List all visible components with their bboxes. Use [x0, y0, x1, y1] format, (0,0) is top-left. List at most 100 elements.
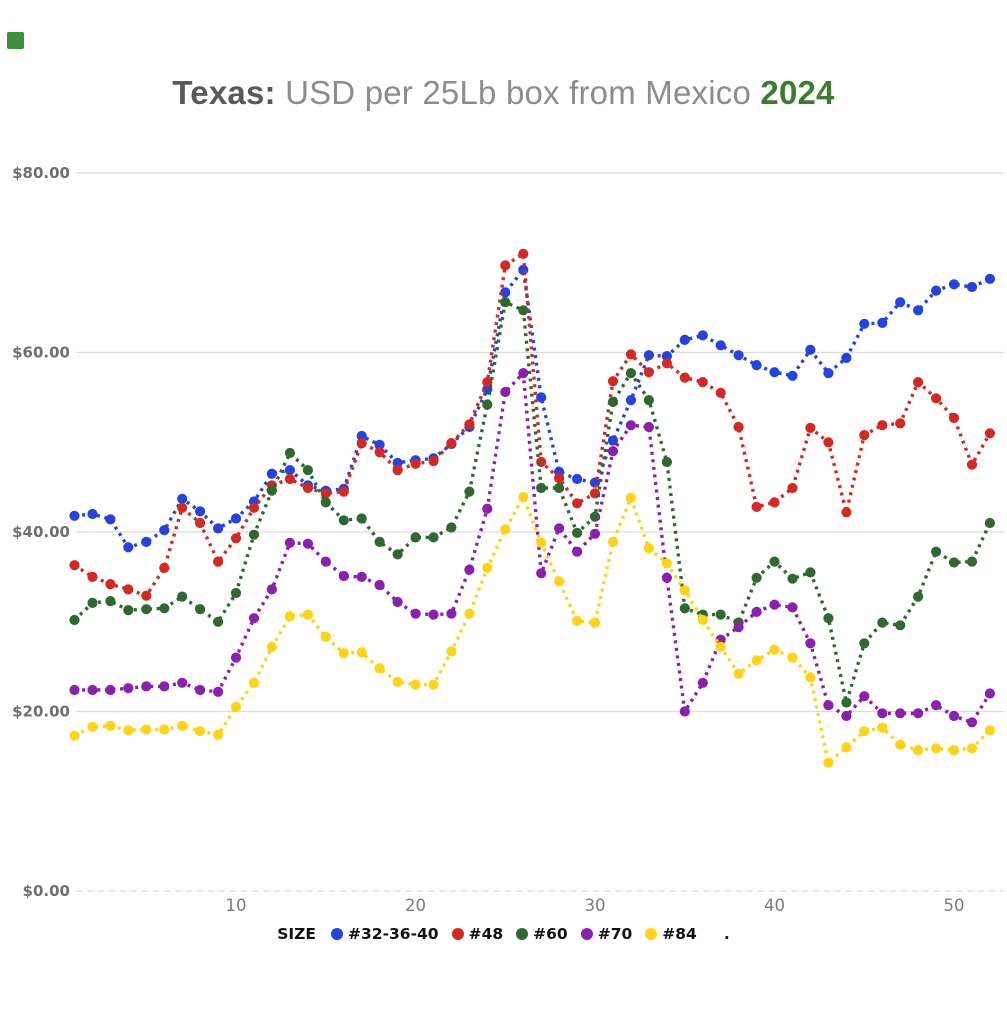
data-point: [625, 349, 637, 360]
data-point: [787, 573, 798, 584]
data-point: [518, 305, 529, 316]
data-point: [733, 421, 744, 433]
data-point: [697, 330, 708, 341]
data-point: [320, 631, 331, 643]
legend-item-#70: #70: [580, 925, 632, 943]
data-point: [679, 603, 690, 614]
data-point: [715, 340, 726, 351]
data-point: [913, 745, 924, 756]
data-point: [123, 605, 134, 616]
data-point: [769, 556, 780, 567]
data-point: [159, 681, 170, 692]
data-point: [464, 564, 475, 575]
legend-dot-icon: [451, 928, 464, 940]
data-point: [697, 677, 708, 688]
data-point: [751, 655, 762, 666]
data-point: [715, 634, 726, 645]
data-point: [266, 468, 277, 479]
data-point: [913, 377, 924, 388]
series-line-#70: [74, 369, 992, 725]
data-point: [984, 688, 996, 699]
data-point: [733, 668, 744, 679]
data-point: [679, 706, 690, 717]
data-point: [536, 568, 547, 579]
data-point: [697, 614, 708, 626]
data-point: [679, 372, 690, 383]
data-point: [230, 513, 242, 524]
data-point: [715, 387, 726, 398]
series-#70: [69, 368, 996, 728]
data-point: [482, 399, 493, 410]
data-point: [572, 498, 583, 509]
legend-trailing-dot: .: [723, 925, 730, 943]
series-#48: [69, 248, 996, 601]
data-point: [302, 465, 313, 476]
data-point: [841, 710, 852, 722]
data-point: [823, 437, 834, 448]
data-point: [625, 492, 637, 503]
data-point: [392, 596, 403, 608]
data-point: [679, 334, 690, 345]
data-point: [536, 537, 547, 548]
data-point: [464, 419, 475, 430]
x-tick-label: 50: [944, 896, 965, 915]
data-point: [177, 591, 188, 602]
y-tick-label: $0.00: [23, 882, 70, 900]
data-point: [841, 742, 852, 753]
data-point: [877, 317, 888, 328]
data-point: [338, 570, 349, 582]
series-#32-36-40: [69, 264, 996, 553]
legend-dot-icon: [580, 928, 593, 940]
corner-green-square: [7, 32, 24, 49]
data-point: [554, 523, 565, 534]
data-point: [554, 576, 565, 587]
data-point: [177, 677, 188, 688]
data-point: [482, 503, 493, 514]
data-point: [607, 435, 619, 446]
data-point: [805, 567, 816, 578]
data-point: [948, 279, 960, 290]
data-point: [392, 676, 403, 688]
data-point: [356, 430, 367, 442]
data-point: [87, 597, 98, 609]
title-prefix: Texas:: [172, 74, 276, 111]
data-point: [787, 482, 798, 494]
x-tick-label: 10: [226, 896, 247, 915]
data-point: [428, 532, 439, 543]
data-point: [302, 609, 313, 620]
data-point: [500, 297, 511, 308]
legend-dot-icon: [516, 928, 529, 940]
data-point: [213, 686, 224, 697]
data-point: [105, 720, 116, 732]
data-point: [895, 708, 906, 719]
data-point: [841, 352, 852, 363]
data-point: [661, 358, 673, 369]
data-point: [572, 527, 583, 539]
data-point: [266, 641, 277, 653]
data-point: [715, 609, 726, 620]
data-point: [661, 351, 673, 362]
x-axis-labels: 10 20 30 40 50: [226, 896, 965, 915]
data-point: [105, 596, 116, 607]
legend-title: SIZE: [277, 925, 317, 943]
data-point: [643, 421, 655, 433]
legend-dot-icon: [331, 928, 344, 940]
data-point: [931, 743, 942, 754]
data-point: [751, 360, 762, 371]
data-point: [177, 502, 188, 513]
data-point: [931, 285, 942, 296]
data-point: [536, 482, 547, 494]
data-point: [338, 515, 349, 526]
data-point: [356, 438, 367, 449]
data-point: [213, 523, 224, 534]
data-point: [69, 614, 80, 626]
data-point: [661, 456, 673, 468]
data-point: [948, 557, 960, 568]
data-point: [195, 604, 206, 615]
data-point: [230, 652, 242, 663]
data-point: [159, 562, 170, 574]
data-point: [572, 615, 583, 627]
data-point: [643, 543, 655, 554]
data-point: [966, 281, 978, 293]
data-point: [607, 376, 619, 387]
